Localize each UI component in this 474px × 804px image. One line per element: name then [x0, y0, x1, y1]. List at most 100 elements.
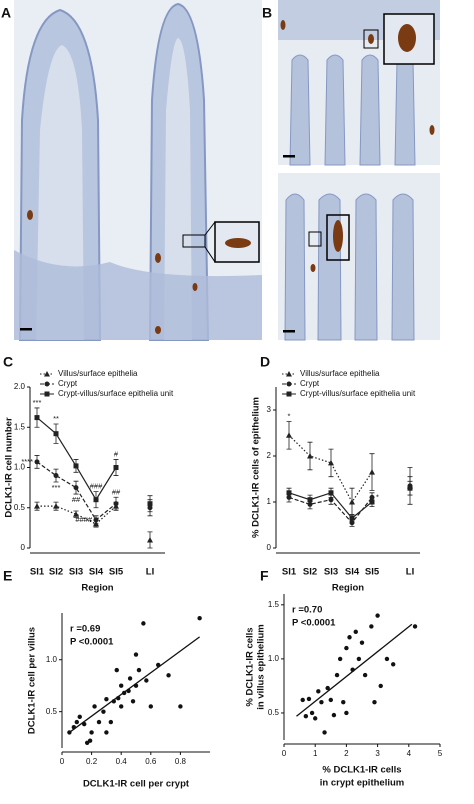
y-tick-label: 1.5: [268, 600, 280, 609]
y-tick-label: 3: [267, 405, 272, 414]
annotation: #: [114, 449, 119, 458]
stained-cell: [368, 34, 374, 44]
scale-bar: [283, 155, 295, 158]
micrograph-a: [14, 0, 262, 341]
marker: [113, 465, 119, 470]
point: [369, 624, 374, 629]
stat-label: P <0.0001: [292, 618, 336, 629]
panel-letter: E: [3, 568, 12, 584]
crypts: [284, 193, 415, 341]
x-tick-label: 0: [282, 749, 287, 758]
x-tick-label: 0.4: [116, 757, 128, 766]
x-tick-label: 1: [313, 749, 318, 758]
stained-cell: [280, 20, 286, 30]
point: [127, 676, 133, 681]
inset-marker: [308, 231, 322, 247]
legend-label: Crypt: [58, 379, 78, 388]
x-tick-label: 0: [60, 757, 65, 766]
x-tick-label: SI3: [69, 567, 83, 578]
marker: [93, 517, 99, 523]
marker: [307, 497, 313, 503]
marker: [34, 459, 40, 465]
point: [412, 624, 418, 629]
point: [322, 730, 327, 735]
point: [104, 696, 109, 702]
x-tick-label: SI3: [324, 567, 338, 578]
panel-letter: B: [262, 5, 272, 21]
x-tick-label: SI2: [303, 567, 317, 578]
point: [104, 730, 109, 735]
marker: [369, 499, 375, 505]
x-tick-label: LI: [406, 567, 414, 578]
annotation: **: [53, 414, 59, 423]
point: [362, 672, 368, 678]
stained-cell: [27, 210, 33, 220]
x-tick-label: SI4: [89, 567, 104, 578]
stained-cell: [429, 125, 435, 135]
annotation: ##: [112, 487, 121, 496]
point: [96, 719, 102, 725]
marker: [328, 497, 334, 503]
annotation: ##: [72, 495, 81, 504]
marker: [328, 459, 334, 466]
marker: [147, 501, 153, 507]
point: [331, 712, 337, 718]
point: [87, 738, 93, 743]
x-tick-label: SI1: [282, 567, 297, 578]
series-line: [36, 461, 117, 521]
panel-letter: A: [1, 5, 11, 21]
stained-cell: [155, 326, 161, 334]
marker: [53, 431, 59, 437]
point: [316, 689, 321, 694]
x-tick-label: 2: [344, 749, 349, 758]
point: [347, 635, 352, 640]
point: [89, 730, 94, 735]
y-tick-label: 0.5: [46, 707, 58, 716]
legend-label: Crypt-villus/surface epithelia unit: [300, 389, 416, 398]
point: [319, 699, 324, 705]
y-axis-label: DCLK1-IR cell per villus: [27, 627, 38, 734]
x-tick-label: 3: [375, 749, 380, 758]
marker: [53, 503, 59, 509]
point: [309, 710, 315, 716]
annotation: *: [288, 411, 291, 420]
stained-cell: [398, 24, 416, 52]
point: [197, 615, 202, 621]
point: [136, 667, 142, 673]
x-tick-label: 0.2: [86, 757, 98, 766]
marker: [73, 511, 79, 517]
y-tick-label: 2: [267, 451, 272, 460]
stained-cell: [310, 264, 316, 272]
point: [300, 697, 305, 703]
marker: [286, 490, 292, 496]
point: [313, 716, 318, 721]
legend-marker: [44, 371, 50, 377]
legend-marker: [286, 381, 292, 387]
point: [337, 656, 343, 662]
marker: [93, 497, 99, 503]
point: [141, 621, 146, 626]
point: [108, 719, 114, 725]
stained-cell: [192, 283, 198, 291]
y-tick-label: 0: [21, 543, 26, 552]
x-tick-label: 4: [407, 749, 412, 758]
marker: [349, 515, 355, 521]
annotation: ####: [75, 515, 93, 524]
point: [328, 697, 333, 703]
point: [114, 667, 119, 673]
point: [74, 719, 80, 725]
y-axis-label: in villus epithelium: [256, 624, 267, 710]
marker: [34, 503, 40, 509]
legend-label: Crypt-villus/surface epithelia unit: [58, 389, 174, 398]
fit-line: [69, 636, 201, 733]
x-axis-label: Region: [332, 583, 364, 594]
scale-bar: [283, 330, 295, 333]
x-tick-label: 0.6: [145, 757, 157, 766]
point: [101, 709, 106, 714]
inset-connector: [204, 221, 216, 236]
panel-letter: F: [260, 568, 269, 584]
point: [148, 704, 153, 709]
legend-label: Crypt: [300, 379, 320, 388]
inset: [326, 214, 350, 261]
